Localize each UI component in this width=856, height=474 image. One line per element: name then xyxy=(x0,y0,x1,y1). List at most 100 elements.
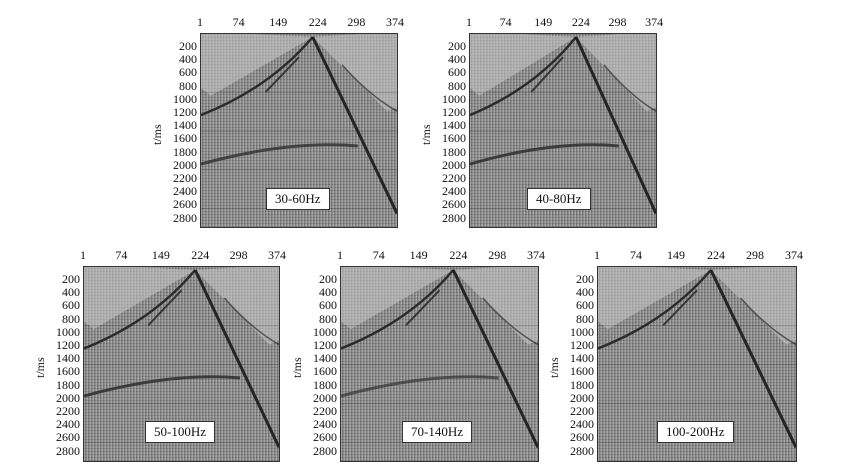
section-graphic xyxy=(470,34,656,215)
y-tick-label: 200 xyxy=(319,272,337,286)
mute-zone-left xyxy=(341,267,454,330)
y-tick-label: 2400 xyxy=(173,184,197,199)
y-tick-label: 1400 xyxy=(173,118,197,133)
x-tick-label: 298 xyxy=(608,15,627,29)
x-tick-label: 74 xyxy=(630,248,642,262)
y-tick-label: 200 xyxy=(576,272,594,286)
y-tick-label: 2400 xyxy=(442,184,466,199)
inner-event-left xyxy=(264,56,300,93)
inner-event-left xyxy=(662,289,698,326)
x-tick-label: 224 xyxy=(449,248,468,262)
x-tick-label: 74 xyxy=(499,15,512,29)
frequency-band-label: 40-80Hz xyxy=(527,188,591,210)
x-tick-label: 1 xyxy=(594,248,600,262)
inner-event-left xyxy=(147,289,183,326)
y-tick-label: 2000 xyxy=(442,157,466,172)
refraction-right xyxy=(341,64,397,112)
first-arrival-left xyxy=(598,269,712,350)
x-tick-label: 74 xyxy=(115,248,128,262)
y-tick-label: 2400 xyxy=(570,417,594,432)
mute-zone-left xyxy=(470,34,577,96)
y-tick-label: 1200 xyxy=(56,338,80,352)
y-axis-title: t/ms xyxy=(419,124,433,145)
panel-2: 1 74 149 224 298 374 200 400 600 800 1000 1200 1400 1… xyxy=(419,16,663,228)
mute-zone-left xyxy=(201,34,313,96)
y-tick-label: 1000 xyxy=(442,91,466,106)
first-arrival-left xyxy=(470,36,577,117)
y-tick-label: 1200 xyxy=(173,105,197,119)
panel-5: 1 74 149 224 298 374 200 400 600 800 1000 1200 1400 1… xyxy=(547,249,803,462)
y-tick-label: 2000 xyxy=(56,390,80,405)
y-tick-label: 2600 xyxy=(570,430,594,445)
first-arrival-left xyxy=(84,269,197,350)
y-tick-label: 1600 xyxy=(56,364,80,379)
x-tick-label: 1 xyxy=(337,248,343,262)
y-tick-label: 800 xyxy=(319,311,337,326)
y-tick-label: 2800 xyxy=(56,443,80,458)
first-arrival-right xyxy=(193,269,279,449)
inner-event-left xyxy=(405,289,441,326)
x-tick-label: 298 xyxy=(488,248,507,262)
y-tick-label: 1400 xyxy=(56,351,80,366)
y-tick-label: 600 xyxy=(179,65,197,80)
frequency-band-label: 50-100Hz xyxy=(145,421,215,443)
first-arrival-right xyxy=(574,36,656,215)
first-arrival-right xyxy=(451,269,538,449)
y-tick-label: 2200 xyxy=(56,404,80,418)
reflector-event xyxy=(470,143,619,166)
refraction-right xyxy=(603,64,656,112)
refraction-right xyxy=(482,297,538,346)
y-tick-label: 1000 xyxy=(313,324,337,339)
refraction-right xyxy=(739,297,796,346)
y-tick-label: 1000 xyxy=(56,324,80,339)
x-tick-label: 374 xyxy=(268,248,287,262)
y-tick-label: 200 xyxy=(448,39,466,53)
section-graphic xyxy=(201,34,397,215)
y-tick-label: 1600 xyxy=(442,131,466,146)
y-tick-label: 1800 xyxy=(570,377,594,392)
y-tick-label: 1800 xyxy=(313,377,337,392)
y-tick-label: 1600 xyxy=(313,364,337,379)
reflector-event xyxy=(341,375,499,398)
y-tick-label: 2000 xyxy=(313,390,337,405)
refraction-right xyxy=(223,297,279,346)
mute-zone-right xyxy=(710,267,796,345)
y-tick-label: 2800 xyxy=(313,443,337,458)
y-tick-label: 400 xyxy=(319,285,337,300)
seismic-section xyxy=(469,33,657,228)
x-tick-label: 224 xyxy=(191,248,210,262)
y-tick-label: 600 xyxy=(576,298,594,313)
x-tick-label: 74 xyxy=(232,15,245,29)
y-tick-label: 1200 xyxy=(570,338,594,352)
section-graphic xyxy=(341,267,538,449)
x-tick-label: 374 xyxy=(386,15,405,29)
y-tick-label: 600 xyxy=(62,298,80,313)
x-tick-label: 1 xyxy=(80,248,86,262)
first-arrival-right xyxy=(709,269,796,449)
y-tick-label: 1200 xyxy=(313,338,337,352)
x-tick-label: 374 xyxy=(785,248,803,262)
panel-1: 1 74 149 224 298 374 200 400 600 800 1000 1200 1400 1… xyxy=(150,16,404,228)
y-axis-title: t/ms xyxy=(290,357,304,378)
frequency-band-label: 30-60Hz xyxy=(266,188,330,210)
panel-4: 1 74 149 224 298 374 200 400 600 800 1000 1200 1400 1… xyxy=(290,249,545,462)
y-tick-label: 400 xyxy=(179,52,197,67)
reflector-event xyxy=(201,143,358,166)
frequency-band-label: 100-200Hz xyxy=(657,421,734,443)
y-tick-label: 2000 xyxy=(570,390,594,405)
first-arrival-left xyxy=(341,269,455,350)
mute-zone-right xyxy=(453,267,538,345)
y-axis-title: t/ms xyxy=(33,357,47,378)
y-tick-label: 200 xyxy=(179,39,197,53)
seismic-section xyxy=(340,266,539,462)
y-tick-label: 2600 xyxy=(173,197,197,212)
y-axis-title: t/ms xyxy=(150,124,164,145)
x-tick-label: 149 xyxy=(667,248,685,262)
x-tick-label: 149 xyxy=(269,15,288,29)
y-tick-label: 2200 xyxy=(173,171,197,185)
seismic-section xyxy=(200,33,398,228)
y-tick-label: 600 xyxy=(319,298,337,313)
reflector-event xyxy=(84,375,241,398)
y-axis-title: t/ms xyxy=(547,357,561,378)
x-tick-label: 298 xyxy=(746,248,764,262)
